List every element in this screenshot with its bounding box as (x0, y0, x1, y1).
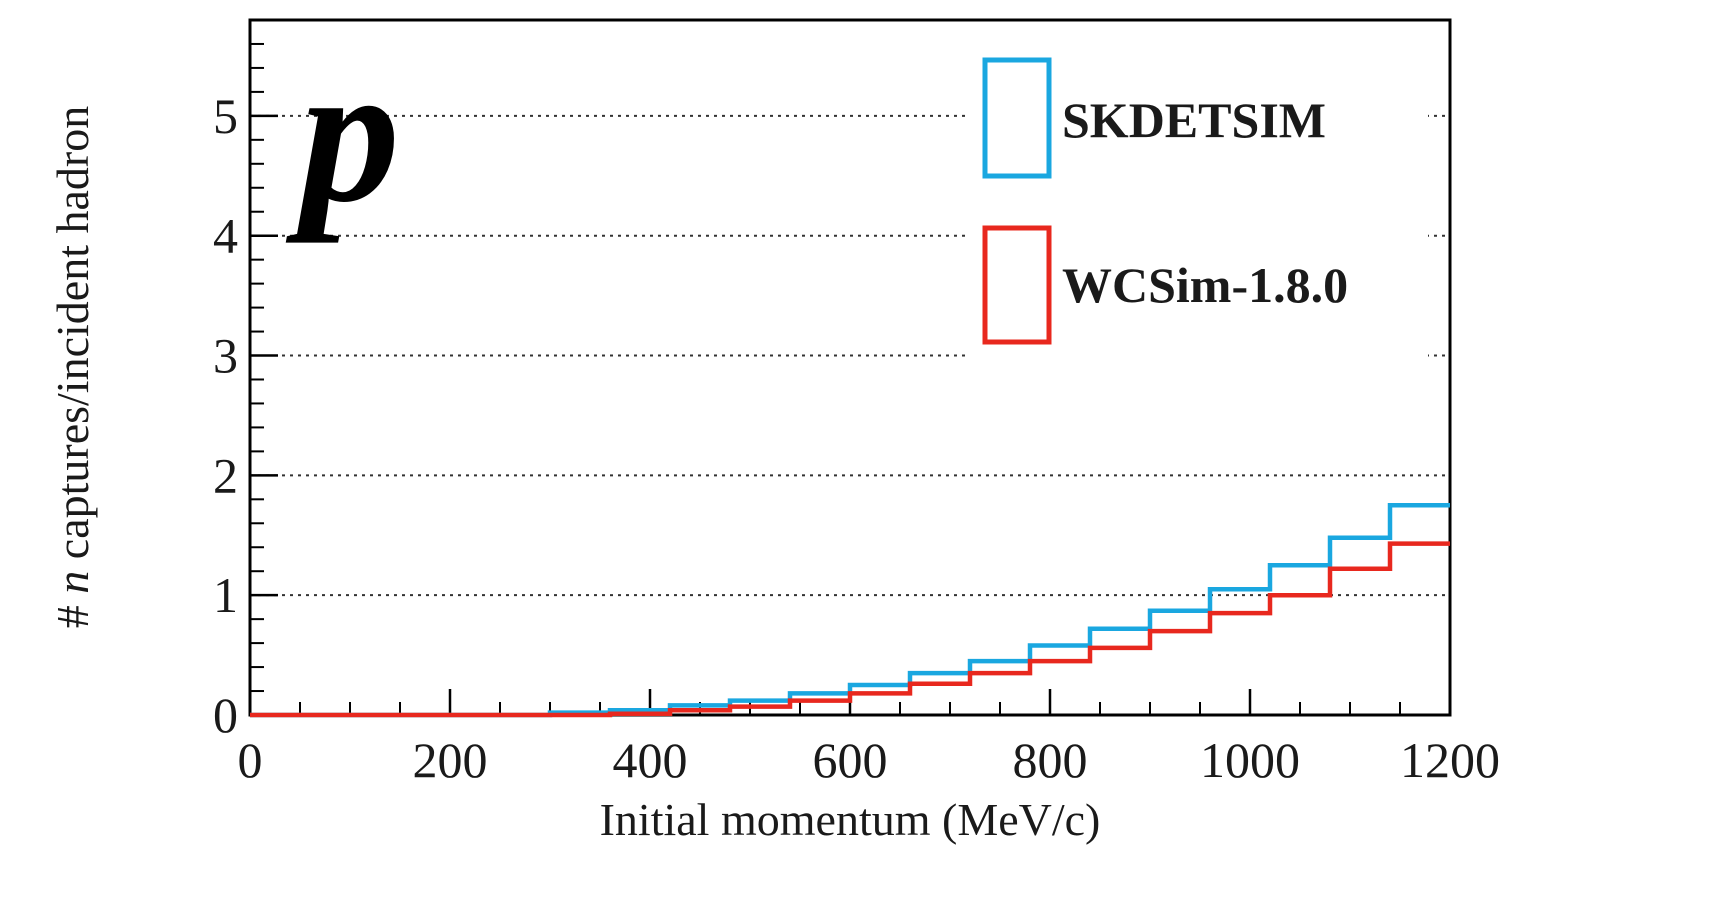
legend-swatch-wcsim (982, 225, 1052, 345)
y-axis-title-italic: n (47, 571, 98, 594)
legend-bg (968, 40, 1428, 370)
legend-label-skdetsim: SKDETSIM (1062, 92, 1326, 148)
y-tick-label-2: 2 (213, 447, 238, 503)
y-axis-title: # n captures/incident hadron (47, 106, 98, 628)
x-tick-label-1000: 1000 (1200, 732, 1300, 788)
x-tick-label-600: 600 (813, 732, 888, 788)
legend: SKDETSIM WCSim-1.8.0 (968, 40, 1428, 370)
y-axis-title-prefix: # (47, 594, 98, 629)
series-line-wcsim-1-8-0 (250, 541, 1450, 718)
y-tick-label-3: 3 (213, 328, 238, 384)
axes: 0 200 400 600 800 1000 1200 0 1 2 3 4 5 (213, 42, 1500, 788)
legend-label-wcsim: WCSim-1.8.0 (1062, 257, 1348, 313)
legend-swatch-skdetsim (982, 57, 1052, 179)
y-tick-label-5: 5 (213, 88, 238, 144)
x-tick-label-200: 200 (413, 732, 488, 788)
series-layer (250, 503, 1450, 718)
x-tick-label-400: 400 (613, 732, 688, 788)
x-tick-label-1200: 1200 (1400, 732, 1500, 788)
x-axis-title: Initial momentum (MeV/c) (600, 794, 1101, 845)
y-tick-label-4: 4 (213, 208, 238, 264)
y-tick-label-1: 1 (213, 567, 238, 623)
x-tick-label-0: 0 (238, 732, 263, 788)
y-tick-label-0: 0 (213, 687, 238, 743)
x-tick-label-800: 800 (1013, 732, 1088, 788)
y-axis-title-suffix: captures/incident hadron (47, 106, 98, 571)
panel-label: p (285, 23, 400, 244)
